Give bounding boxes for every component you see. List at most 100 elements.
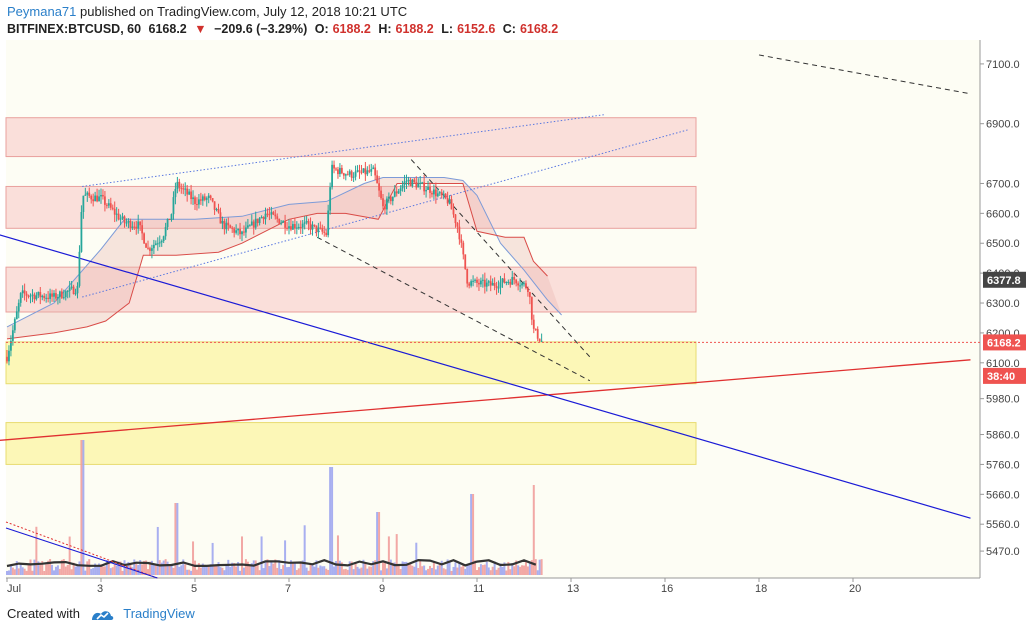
candle-body — [339, 167, 341, 175]
volume-bar — [192, 541, 195, 575]
candle-body — [438, 192, 441, 194]
candle-body — [480, 280, 482, 285]
volume-bar — [166, 561, 169, 575]
candle-body — [203, 196, 206, 200]
countdown-label-bg — [983, 367, 1026, 384]
candle-body — [431, 192, 433, 195]
tradingview-brand-link[interactable]: TradingView — [123, 606, 195, 621]
volume-bar — [501, 566, 504, 575]
candle-body — [237, 228, 239, 231]
candle-body — [164, 226, 167, 237]
candle-body — [417, 183, 420, 188]
support-zone-3 — [5, 341, 697, 385]
candle-body — [27, 295, 30, 297]
candle-body — [419, 182, 422, 184]
volume-bar — [172, 567, 175, 575]
candle-body — [538, 338, 541, 341]
candle-body — [11, 330, 14, 341]
candle-body — [517, 283, 520, 286]
candle-body — [158, 242, 161, 244]
candle-body — [378, 183, 380, 191]
volume-bar — [521, 565, 524, 575]
candle-body — [319, 227, 322, 229]
candle-body — [115, 213, 118, 215]
candle-body — [15, 311, 18, 320]
candle-body — [233, 228, 236, 233]
volume-bar — [409, 564, 412, 575]
volume-bar — [385, 568, 388, 575]
candle-body — [211, 198, 214, 202]
volume-bar — [139, 560, 142, 575]
volume-bar — [19, 564, 22, 575]
candle-body — [489, 281, 492, 286]
volume-bar — [462, 564, 465, 575]
x-tick-label: 16 — [661, 583, 673, 595]
candle-body — [487, 281, 490, 283]
volume-bar — [291, 562, 294, 575]
candle-body — [141, 225, 144, 234]
volume-bar — [526, 566, 529, 575]
volume-bar — [472, 494, 475, 575]
candle-body — [154, 243, 157, 245]
volume-bar — [329, 467, 332, 575]
author-link[interactable]: Peymana71 — [7, 4, 77, 19]
volume-bar — [7, 570, 10, 575]
candle-body — [335, 168, 337, 170]
candle-body — [472, 280, 474, 282]
candle-body — [393, 191, 396, 197]
volume-bar — [227, 559, 230, 575]
candle-body — [290, 226, 292, 230]
tradingview-logo-icon[interactable] — [90, 608, 114, 622]
volume-bar — [460, 566, 463, 575]
volume-bar — [401, 561, 404, 575]
candle-body — [415, 181, 418, 188]
candle-body — [78, 251, 81, 286]
candle-body — [395, 191, 398, 194]
candle-body — [209, 195, 212, 199]
volume-bar — [536, 570, 539, 575]
symbol-label[interactable]: BITFINEX:BTCUSD, 60 — [7, 22, 142, 36]
candle-body — [31, 294, 34, 296]
candle-body — [384, 206, 386, 210]
volume-bar — [43, 570, 46, 575]
candle-body — [260, 217, 263, 219]
volume-bar — [205, 566, 208, 575]
candle-body — [333, 164, 335, 169]
candle-body — [41, 295, 44, 298]
x-tick-label: 11 — [473, 583, 484, 595]
volume-bar — [523, 565, 525, 575]
candle-body — [519, 285, 521, 287]
support-zone-4 — [5, 422, 697, 465]
x-tick-label: 3 — [97, 583, 103, 595]
volume-bar — [415, 542, 418, 575]
volume-bar — [186, 569, 189, 575]
candle-body — [528, 291, 531, 298]
volume-bar — [270, 562, 273, 575]
x-tick-label: 9 — [379, 583, 385, 595]
volume-bar — [162, 560, 165, 575]
candle-body — [429, 186, 431, 193]
candle-body — [58, 291, 61, 298]
volume-bar — [45, 564, 48, 575]
volume-bar — [178, 566, 181, 575]
volume-bar — [135, 564, 138, 575]
volume-bar — [147, 569, 149, 575]
volume-bar — [64, 566, 67, 575]
volume-bar — [21, 567, 24, 575]
volume-bar — [380, 570, 383, 575]
candle-body — [382, 198, 384, 207]
candle-body — [19, 293, 22, 303]
volume-bar — [195, 569, 198, 575]
candle-body — [98, 196, 100, 202]
volume-bar — [442, 568, 445, 575]
candle-body — [511, 277, 514, 285]
y-tick-label: 6600.0 — [986, 208, 1020, 220]
candle-body — [47, 297, 50, 299]
volume-bar — [37, 561, 40, 575]
candle-body — [92, 199, 95, 202]
high-value: 6188.2 — [395, 22, 434, 36]
candle-body — [421, 182, 424, 184]
candle-body — [530, 297, 533, 320]
candle-body — [456, 223, 459, 227]
